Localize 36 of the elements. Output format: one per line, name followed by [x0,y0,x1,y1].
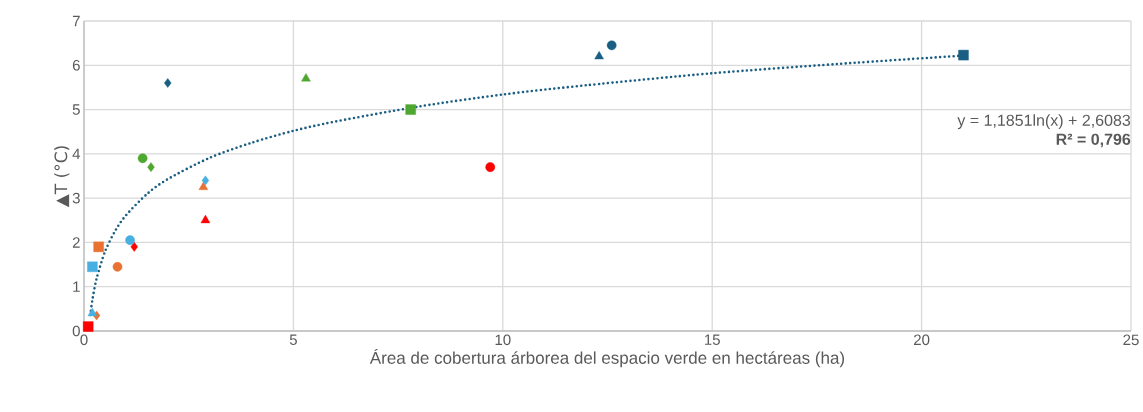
point [201,175,210,186]
x-tick-label: 10 [495,334,511,346]
point [112,261,123,272]
point [200,214,211,224]
y-tick-label: 6 [72,59,80,71]
y-tick-label: 4 [72,148,81,160]
point [485,162,496,172]
y-tick-label: 5 [72,104,80,115]
point [87,307,98,317]
point [87,261,98,272]
point [93,241,104,253]
point [198,181,209,190]
point [606,40,617,51]
point [958,49,969,61]
y-tick-label: 3 [72,192,80,204]
y-tick-label: 0 [72,325,80,337]
point [301,73,311,82]
annotation: R² = 0,796 [1056,133,1131,148]
x-tick-label: 25 [1123,334,1139,346]
x-axis-title: Área de cobertura árborea del espacio verde en hectáreas (ha) [369,348,845,368]
x-tick-label: 20 [914,334,930,346]
x-tick-label: 5 [289,334,297,345]
annotation: y = 1,1851ln(x) + 2,6083 [957,114,1131,130]
point [147,162,155,172]
y-tick-label: 2 [72,237,80,248]
y-axis-title: ▲T (°C) [54,146,70,208]
point [137,153,148,164]
y-tick-label: 7 [72,15,80,27]
point [130,242,138,252]
point [164,78,172,88]
point [82,321,94,332]
x-tick-label: 15 [705,334,720,345]
point [125,235,135,246]
point [405,104,416,115]
y-tick-label: 1 [73,281,80,292]
point [594,51,604,60]
